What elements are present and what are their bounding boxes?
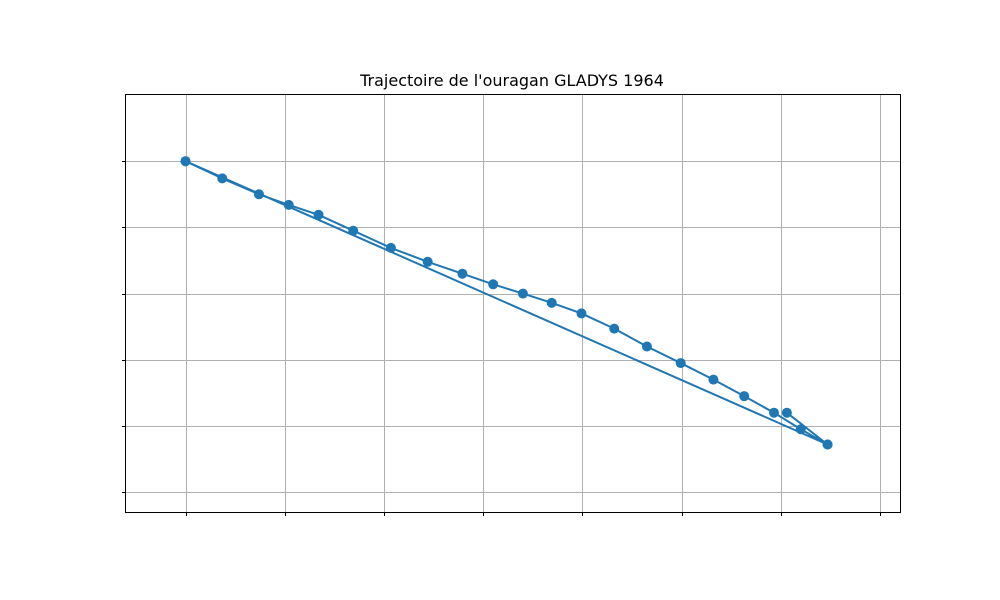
- data-point: [457, 268, 468, 279]
- data-point: [708, 374, 719, 385]
- data-point: [253, 189, 264, 200]
- data-point: [283, 199, 294, 210]
- grid: [126, 95, 900, 512]
- series-layer: [180, 156, 833, 450]
- data-point: [795, 424, 806, 435]
- chart-title: Trajectoire de l'ouragan GLADYS 1964: [359, 71, 664, 90]
- data-point: [217, 173, 228, 184]
- tick-marks: [122, 161, 881, 516]
- data-point: [768, 407, 779, 418]
- data-point: [488, 279, 499, 290]
- data-point: [422, 256, 433, 267]
- data-point: [313, 209, 324, 220]
- data-point: [517, 288, 528, 299]
- data-point: [546, 297, 557, 308]
- data-point: [576, 308, 587, 319]
- data-point: [180, 156, 191, 167]
- data-point: [348, 225, 359, 236]
- data-point: [739, 391, 750, 402]
- plot-area: [122, 94, 901, 516]
- data-point: [385, 242, 396, 253]
- axes-frame: [125, 94, 901, 513]
- series-line: [185, 160, 829, 446]
- data-point: [609, 323, 620, 334]
- data-point: [675, 358, 686, 369]
- data-point: [641, 341, 652, 352]
- data-point: [781, 407, 792, 418]
- data-point: [822, 439, 833, 450]
